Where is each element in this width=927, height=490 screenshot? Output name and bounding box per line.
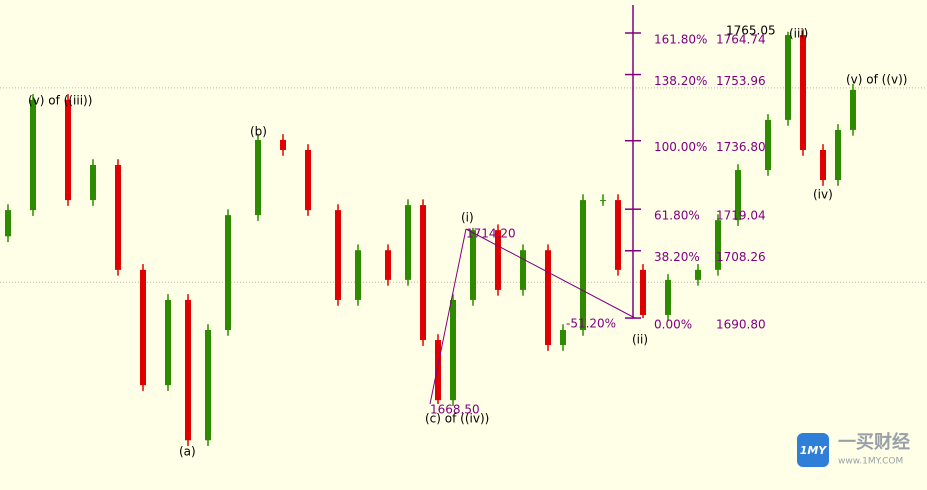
- candle-body: [385, 250, 391, 280]
- candle-body: [715, 220, 721, 270]
- fib-price: 1708.26: [716, 250, 766, 264]
- fib-percent: 0.00%: [654, 318, 692, 332]
- fib-percent: 61.80%: [654, 209, 700, 223]
- candle-body: [225, 215, 231, 331]
- candle-body: [580, 200, 586, 331]
- annotation: 1668.50: [430, 403, 480, 417]
- candle-body: [850, 89, 856, 130]
- annotation: (i): [461, 211, 474, 225]
- candle-body: [545, 250, 551, 346]
- annotation: (v) of ((iii)): [28, 94, 92, 108]
- candle-body: [765, 119, 771, 171]
- watermark-logo: 1MY: [800, 444, 828, 457]
- candle-body: [820, 149, 826, 181]
- wave-line: [465, 228, 636, 319]
- fib-price: 1764.74: [716, 33, 766, 47]
- watermark-url: www.1MY.COM: [838, 457, 903, 467]
- fib-price: 1736.80: [716, 140, 766, 154]
- fib-percent: 161.80%: [654, 33, 707, 47]
- candle-body: [785, 35, 791, 120]
- candle-body: [640, 269, 646, 315]
- annotation: -51.20%: [566, 317, 616, 331]
- candle-body: [665, 279, 671, 315]
- candle-body: [435, 340, 441, 401]
- candle-body: [450, 299, 456, 401]
- candle-body: [495, 230, 501, 290]
- annotation: 1714.20: [466, 227, 516, 241]
- annotation: (iii): [789, 27, 808, 41]
- candle-body: [165, 299, 171, 386]
- candle-body: [30, 99, 36, 211]
- candle-body: [115, 165, 121, 270]
- fib-percent: 38.20%: [654, 250, 700, 264]
- candle-body: [335, 210, 341, 300]
- candle-body: [185, 299, 191, 441]
- candle-body: [420, 205, 426, 341]
- candle-body: [305, 149, 311, 211]
- candle-body: [355, 250, 361, 300]
- watermark: 1MY 一买财经 www.1MY.COM: [797, 431, 910, 467]
- annotation: (b): [250, 125, 267, 139]
- candle-body: [255, 139, 261, 216]
- fib-percent: 138.20%: [654, 74, 707, 88]
- watermark-logo-box: [797, 433, 829, 467]
- candle-body: [405, 205, 411, 280]
- annotation: (v) of ((v)): [846, 73, 908, 87]
- wave-line: [429, 228, 467, 405]
- fib-price: 1753.96: [716, 74, 766, 88]
- candle-body: [835, 129, 841, 181]
- candle-body: [600, 200, 606, 202]
- candle-body: [470, 230, 476, 300]
- candle-body: [140, 269, 146, 386]
- candle-body: [735, 170, 741, 221]
- fib-price: 1719.04: [716, 209, 766, 223]
- candle-body: [5, 210, 11, 237]
- watermark-name: 一买财经: [838, 431, 910, 453]
- annotation: 1765.05: [726, 24, 776, 38]
- fib-percent: 100.00%: [654, 140, 707, 154]
- annotation: (ii): [632, 333, 648, 347]
- annotation: (a): [179, 445, 196, 459]
- candle-body: [205, 330, 211, 441]
- candle-body: [800, 35, 806, 150]
- candle-body: [615, 200, 621, 270]
- candle-body: [520, 250, 526, 290]
- candle-body: [65, 99, 71, 201]
- candle-body: [90, 165, 96, 201]
- candle-body: [695, 269, 701, 280]
- candle-body: [560, 330, 566, 346]
- candle-body: [280, 139, 286, 150]
- annotation: (iv): [813, 188, 833, 202]
- fib-price: 1690.80: [716, 318, 766, 332]
- annotation: (c) of ((iv)): [425, 412, 489, 426]
